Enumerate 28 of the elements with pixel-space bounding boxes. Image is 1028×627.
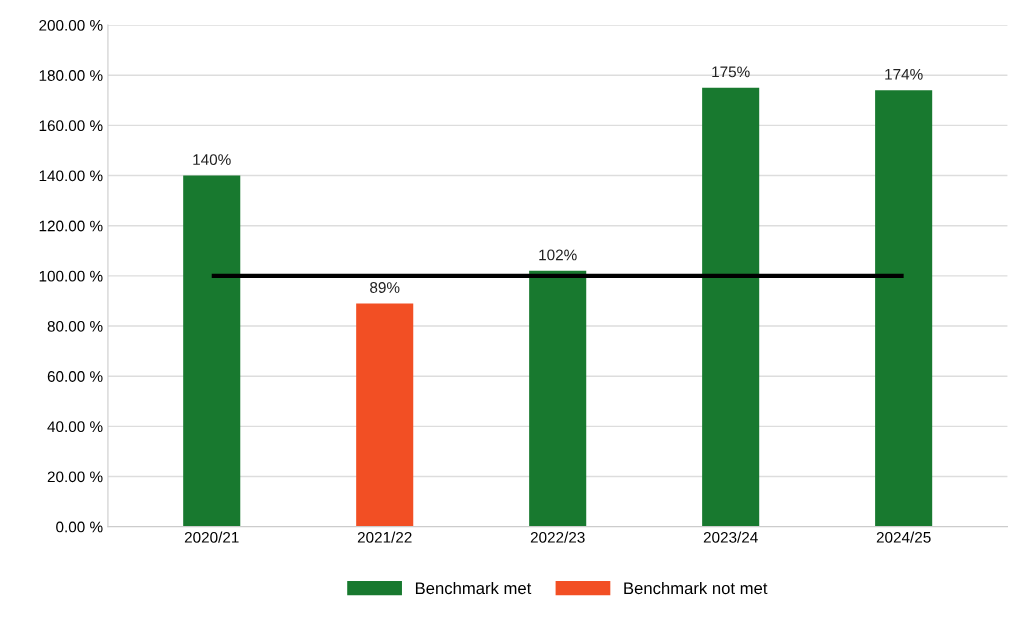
data-label: 89% xyxy=(370,282,400,293)
data-label: 140% xyxy=(193,154,231,166)
x-tick-label: 2021/22 xyxy=(357,531,412,543)
bar xyxy=(875,90,933,527)
y-tick-label: 100.00 % xyxy=(39,270,103,282)
bar xyxy=(529,270,587,527)
y-tick-label: 160.00 % xyxy=(39,120,103,132)
y-tick-label: 200.00 % xyxy=(39,19,103,31)
data-label: 174% xyxy=(885,68,923,80)
y-tick-label: 80.00 % xyxy=(47,320,103,332)
data-label: 102% xyxy=(539,249,577,261)
x-tick-label: 2023/24 xyxy=(703,531,758,543)
x-tick-label: 2022/23 xyxy=(530,531,585,543)
bar xyxy=(702,87,760,527)
x-tick-label: 2020/21 xyxy=(184,531,239,543)
y-tick-label: 40.00 % xyxy=(47,421,103,433)
y-tick-label: 140.00 % xyxy=(39,170,103,182)
x-tick-label: 2024/25 xyxy=(876,531,931,543)
y-tick-label: 0.00 % xyxy=(56,521,103,533)
y-tick-label: 60.00 % xyxy=(47,371,103,382)
y-tick-label: 120.00 % xyxy=(39,220,103,232)
y-tick-label: 20.00 % xyxy=(47,471,103,483)
y-tick-label: 180.00 % xyxy=(39,70,103,81)
bar xyxy=(356,303,414,527)
legend-label: Benchmark not met xyxy=(624,581,768,595)
bar xyxy=(183,175,241,527)
legend-label: Benchmark met xyxy=(415,581,532,595)
data-label: 175% xyxy=(712,66,750,78)
